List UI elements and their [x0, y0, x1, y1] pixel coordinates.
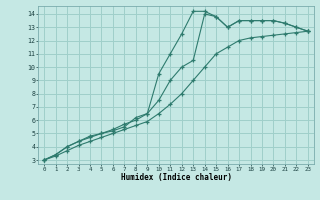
X-axis label: Humidex (Indice chaleur): Humidex (Indice chaleur)	[121, 173, 231, 182]
